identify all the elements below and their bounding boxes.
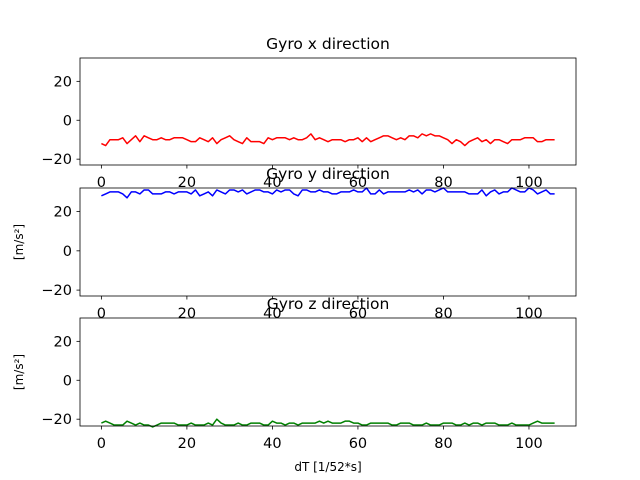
chart-title-2: Gyro y direction [266,165,390,183]
x-tick-label-2-100: 100 [515,306,543,322]
axes-frame-1 [79,57,577,166]
x-axis-label: dT [1/52*s] [294,460,361,474]
x-tick-label-2-20: 20 [178,306,196,322]
x-tick-label-3-80: 80 [434,436,452,452]
y-tick-label-1--20: −20 [41,152,72,168]
y-tick-label-2-20: 20 [54,205,72,221]
y-tick-label-3-0: 0 [63,373,72,389]
y-axis-label-2: [m/s²] [12,224,26,260]
series-line-2-1 [101,187,555,199]
x-tick-label-1-20: 20 [178,175,196,191]
x-tick-label-2-80: 80 [434,306,452,322]
x-tick-label-1-40: 40 [263,175,281,191]
x-tick-label-1-80: 80 [434,175,452,191]
y-tick-label-1-20: 20 [54,74,72,90]
x-tick-label-2-0: 0 [97,306,106,322]
y-tick-label-1-0: 0 [63,113,72,129]
x-tick-label-3-0: 0 [97,436,106,452]
chart-title-3: Gyro z direction [267,295,390,313]
y-tick-label-2--20: −20 [41,283,72,299]
series-line-3-1 [101,418,555,428]
series-line-1-1 [101,133,555,147]
x-tick-label-1-100: 100 [515,175,543,191]
x-tick-label-1-60: 60 [349,175,367,191]
x-tick-label-3-40: 40 [263,436,281,452]
chart-title-1: Gyro x direction [266,35,390,53]
axes-frame-2 [79,187,577,297]
y-axis-label-3: [m/s²] [12,354,26,390]
axes-frame-3 [79,317,577,427]
y-tick-label-2-0: 0 [63,244,72,260]
y-tick-label-3-20: 20 [54,334,72,350]
x-tick-label-3-20: 20 [178,436,196,452]
x-tick-label-3-100: 100 [515,436,543,452]
y-tick-label-3--20: −20 [41,412,72,428]
x-tick-label-1-0: 0 [97,175,106,191]
x-tick-label-3-60: 60 [349,436,367,452]
